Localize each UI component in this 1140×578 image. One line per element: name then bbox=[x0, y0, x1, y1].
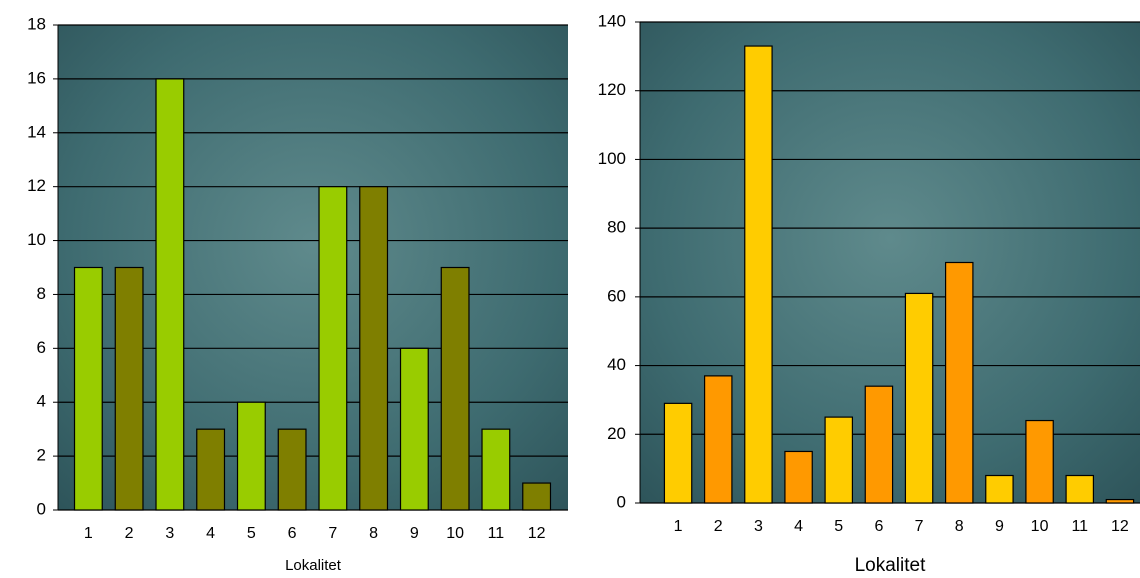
x-tick-label: 12 bbox=[1111, 518, 1129, 535]
bar bbox=[703, 375, 733, 504]
y-tick-label: 10 bbox=[27, 230, 46, 249]
x-tick-label: 3 bbox=[165, 525, 174, 542]
x-tick-label: 5 bbox=[834, 518, 843, 535]
x-tick-label: 1 bbox=[84, 525, 93, 542]
x-tick-label: 4 bbox=[206, 525, 215, 542]
x-axis-title: Lokalitet bbox=[855, 555, 926, 576]
bar bbox=[985, 474, 1014, 504]
y-tick-label: 100 bbox=[598, 149, 626, 168]
bar bbox=[744, 45, 773, 504]
bar bbox=[277, 428, 307, 511]
bar bbox=[73, 266, 103, 511]
x-tick-label: 6 bbox=[288, 525, 297, 542]
y-tick-label: 60 bbox=[607, 286, 626, 305]
x-tick-label: 5 bbox=[247, 525, 256, 542]
x-tick-label: 10 bbox=[1031, 518, 1049, 535]
bar bbox=[864, 385, 894, 504]
x-axis-title: Lokalitet bbox=[285, 557, 342, 574]
x-tick-label: 2 bbox=[714, 518, 723, 535]
y-tick-label: 0 bbox=[37, 499, 46, 518]
x-tick-label: 1 bbox=[674, 518, 683, 535]
bar bbox=[318, 186, 348, 511]
y-tick-label: 20 bbox=[607, 424, 626, 443]
x-tick-label: 7 bbox=[328, 525, 337, 542]
x-tick-label: 8 bbox=[955, 518, 964, 535]
bar bbox=[944, 261, 974, 504]
bar bbox=[440, 266, 470, 511]
x-tick-label: 9 bbox=[410, 525, 419, 542]
bar bbox=[196, 428, 226, 511]
bar bbox=[522, 482, 552, 511]
y-tick-label: 80 bbox=[607, 218, 626, 237]
x-tick-label: 12 bbox=[528, 525, 546, 542]
bar bbox=[155, 78, 185, 511]
y-tick-label: 8 bbox=[37, 284, 46, 303]
x-tick-label: 11 bbox=[1071, 518, 1088, 535]
bar bbox=[824, 416, 854, 504]
y-tick-label: 40 bbox=[607, 355, 626, 374]
bar bbox=[399, 347, 429, 511]
x-tick-label: 4 bbox=[794, 518, 803, 535]
bar bbox=[359, 186, 389, 511]
x-tick-label: 3 bbox=[754, 518, 763, 535]
y-tick-label: 4 bbox=[37, 392, 46, 411]
x-tick-label: 10 bbox=[446, 525, 464, 542]
y-tick-label: 120 bbox=[598, 80, 626, 99]
y-tick-label: 14 bbox=[27, 122, 46, 141]
y-tick-label: 18 bbox=[27, 14, 46, 33]
y-tick-label: 2 bbox=[37, 446, 46, 465]
bar bbox=[904, 292, 934, 504]
bar bbox=[481, 428, 511, 511]
bar bbox=[1105, 498, 1135, 504]
bar bbox=[114, 266, 144, 511]
x-tick-label: 9 bbox=[995, 518, 1004, 535]
y-tick-label: 6 bbox=[37, 338, 46, 357]
bar bbox=[236, 401, 266, 511]
bar bbox=[663, 402, 693, 504]
x-tick-label: 7 bbox=[915, 518, 924, 535]
x-tick-label: 11 bbox=[488, 525, 505, 542]
bar bbox=[1065, 474, 1095, 504]
x-tick-label: 8 bbox=[369, 525, 378, 542]
y-tick-label: 140 bbox=[598, 11, 626, 30]
y-tick-label: 0 bbox=[617, 492, 626, 511]
bar bbox=[1025, 419, 1054, 504]
x-tick-label: 2 bbox=[125, 525, 134, 542]
bar bbox=[784, 450, 813, 504]
y-tick-label: 16 bbox=[27, 68, 46, 87]
x-tick-label: 6 bbox=[874, 518, 883, 535]
y-tick-label: 12 bbox=[27, 176, 46, 195]
